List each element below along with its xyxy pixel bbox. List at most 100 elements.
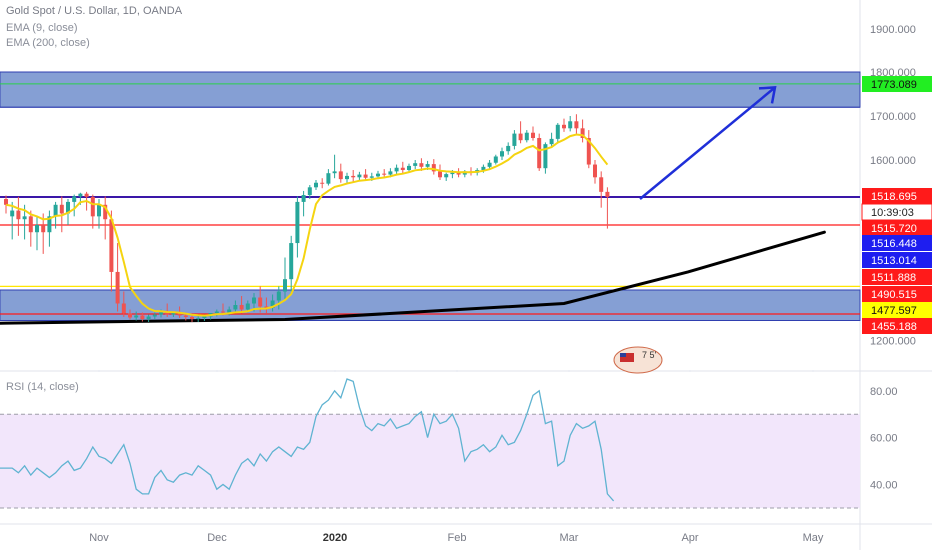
countdown-label: 10:39:03	[871, 207, 914, 219]
candle-body	[605, 191, 610, 197]
candle-body	[140, 315, 145, 319]
candle-body	[270, 300, 275, 308]
price-label: 1773.089	[871, 79, 917, 91]
candle-body	[512, 133, 517, 146]
candle-body	[97, 204, 101, 217]
candle-body	[84, 193, 89, 197]
price-label-box	[862, 302, 932, 318]
rsi-legend[interactable]: RSI (14, close)	[6, 381, 79, 393]
x-tick-label: Nov	[89, 532, 109, 544]
ema200-legend[interactable]: EMA (200, close)	[6, 37, 90, 49]
price-label-box	[862, 188, 932, 204]
price-label-box	[862, 269, 932, 285]
ema9-legend[interactable]: EMA (9, close)	[6, 22, 78, 34]
candle-body	[245, 303, 250, 310]
candle-body	[487, 162, 492, 167]
candle-body	[103, 204, 108, 220]
candle-body	[500, 151, 504, 157]
rsi-y-tick-label: 60.00	[870, 433, 898, 445]
candle-body	[580, 128, 585, 138]
candle-body	[289, 243, 294, 280]
candle-body	[586, 138, 591, 165]
candle-body	[382, 173, 387, 175]
candle-body	[450, 172, 455, 175]
candle-body	[562, 124, 566, 129]
candle-body	[481, 166, 486, 171]
candle-body	[190, 317, 194, 319]
candle-body	[283, 279, 287, 292]
x-tick-label: Apr	[681, 532, 698, 544]
y-tick-label: 1600.000	[870, 155, 916, 167]
candle-body	[16, 210, 21, 220]
candle-body	[128, 313, 132, 318]
y-tick-label: 1900.000	[870, 24, 916, 36]
candle-body	[183, 315, 188, 317]
candle-body	[456, 172, 461, 175]
candle-body	[221, 311, 225, 313]
candle-body	[41, 225, 46, 233]
candle-body	[214, 311, 219, 313]
candle-body	[239, 305, 244, 310]
candle-body	[413, 163, 418, 166]
x-tick-label: May	[803, 532, 824, 544]
candle-body	[400, 167, 405, 171]
candle-body	[258, 297, 263, 307]
candle-body	[196, 318, 201, 319]
candle-body	[115, 271, 120, 304]
price-label-box	[862, 286, 932, 302]
candle-body	[438, 171, 442, 178]
candle-body	[134, 315, 139, 318]
candle-body	[543, 144, 548, 169]
candle-body	[555, 124, 560, 139]
price-label-box	[862, 235, 932, 251]
candle-body	[599, 177, 604, 192]
candle-body	[171, 312, 176, 315]
candle-body	[109, 219, 114, 272]
candle-body	[301, 195, 306, 202]
candle-body	[66, 201, 70, 214]
candle-body	[35, 225, 39, 233]
candle-body	[394, 167, 399, 172]
candle-body	[345, 175, 349, 180]
rsi-y-tick-label: 40.00	[870, 480, 898, 492]
symbol-title: Gold Spot / U.S. Dollar, 1D, OANDA	[6, 5, 183, 17]
price-label-box	[862, 252, 932, 268]
candle-body	[276, 291, 281, 301]
candle-body	[369, 176, 374, 178]
x-tick-label: Feb	[448, 532, 467, 544]
candle-body	[59, 204, 64, 214]
price-label: 1490.515	[871, 289, 917, 301]
price-label-box	[862, 318, 932, 334]
candle-body	[53, 204, 58, 217]
candle-body	[159, 312, 163, 315]
candle-body	[357, 174, 362, 178]
candle-body	[537, 138, 542, 169]
candle-body	[332, 171, 337, 174]
candle-body	[252, 297, 256, 304]
candle-body	[363, 174, 368, 178]
candle-body	[90, 196, 95, 217]
x-tick-label: Mar	[560, 532, 579, 544]
candle-body	[264, 306, 269, 308]
candle-body	[524, 132, 529, 141]
rsi-y-tick-label: 80.00	[870, 386, 898, 398]
candle-body	[351, 175, 356, 178]
price-label: 1518.695	[871, 191, 917, 203]
candle-body	[506, 145, 511, 152]
candle-body	[326, 173, 331, 184]
price-label: 1513.014	[871, 255, 917, 267]
candle-body	[4, 199, 8, 205]
candle-body	[314, 182, 318, 188]
price-label: 1511.888	[871, 272, 916, 284]
price-label: 1455.188	[871, 321, 917, 333]
candle-body	[177, 312, 182, 316]
candle-body	[227, 309, 232, 313]
candle-body	[593, 164, 597, 178]
candle-body	[202, 316, 207, 318]
projection-arrowhead	[758, 86, 777, 104]
candle-body	[425, 164, 430, 167]
ema200-line	[0, 230, 826, 325]
candle-body	[493, 156, 498, 163]
